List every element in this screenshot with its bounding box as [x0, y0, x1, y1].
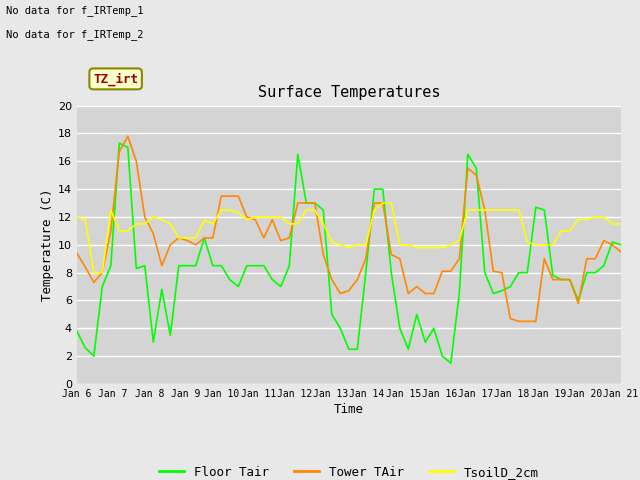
TsoilD_2cm: [379, 200, 387, 206]
X-axis label: Time: Time: [334, 403, 364, 416]
Tower TAir: [617, 249, 625, 254]
Tower TAir: [311, 200, 319, 206]
Floor Tair: [362, 270, 370, 276]
Floor Tair: [243, 263, 251, 268]
Tower TAir: [124, 133, 132, 139]
Line: Floor Tair: Floor Tair: [77, 143, 621, 363]
TsoilD_2cm: [362, 242, 370, 248]
Tower TAir: [73, 250, 81, 256]
Floor Tair: [209, 263, 216, 268]
Text: No data for f_IRTemp_2: No data for f_IRTemp_2: [6, 29, 144, 40]
Tower TAir: [243, 214, 251, 220]
TsoilD_2cm: [243, 217, 251, 223]
Text: TZ_irt: TZ_irt: [93, 72, 138, 85]
Tower TAir: [600, 238, 607, 243]
Line: TsoilD_2cm: TsoilD_2cm: [77, 203, 621, 273]
Legend: Floor Tair, Tower TAir, TsoilD_2cm: Floor Tair, Tower TAir, TsoilD_2cm: [154, 460, 544, 480]
Tower TAir: [515, 319, 523, 324]
Y-axis label: Temperature (C): Temperature (C): [41, 189, 54, 301]
TsoilD_2cm: [209, 221, 216, 227]
Tower TAir: [557, 276, 565, 282]
Title: Surface Temperatures: Surface Temperatures: [257, 85, 440, 100]
Tower TAir: [362, 256, 370, 262]
TsoilD_2cm: [73, 214, 81, 220]
Floor Tair: [447, 360, 454, 366]
TsoilD_2cm: [617, 221, 625, 227]
TsoilD_2cm: [600, 214, 607, 220]
TsoilD_2cm: [90, 270, 98, 276]
Floor Tair: [617, 242, 625, 248]
TsoilD_2cm: [311, 207, 319, 213]
Floor Tair: [600, 263, 607, 268]
TsoilD_2cm: [557, 228, 565, 234]
Floor Tair: [73, 328, 81, 334]
Tower TAir: [209, 235, 216, 240]
Text: No data for f_IRTemp_1: No data for f_IRTemp_1: [6, 5, 144, 16]
Floor Tair: [115, 140, 123, 146]
Floor Tair: [557, 276, 565, 282]
Line: Tower TAir: Tower TAir: [77, 136, 621, 322]
Floor Tair: [311, 200, 319, 206]
